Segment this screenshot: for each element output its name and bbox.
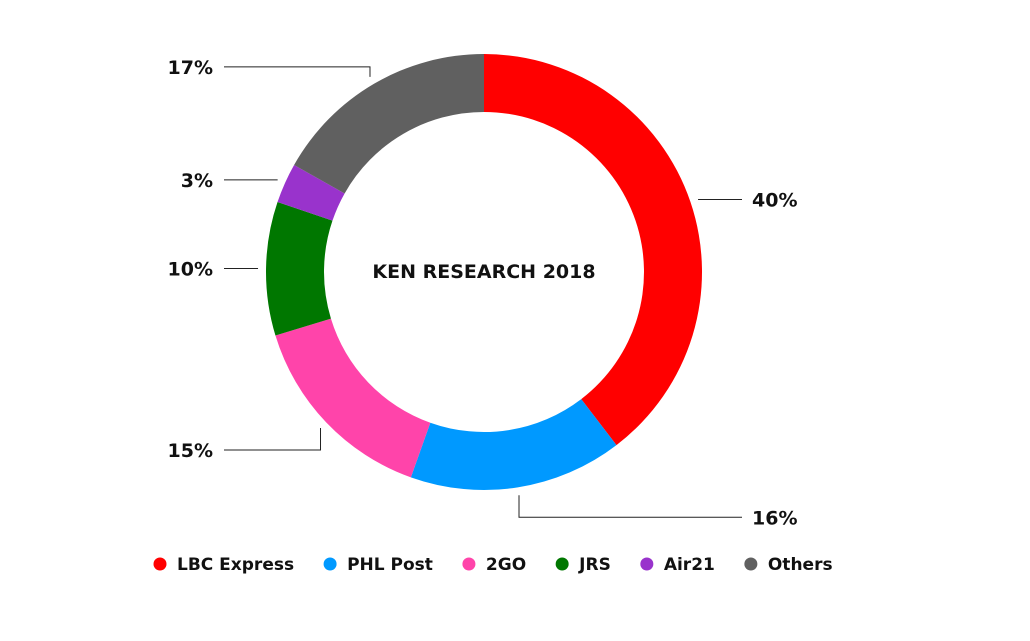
legend-item-jrs: JRS xyxy=(555,555,611,575)
legend-item-phl-post: PHL Post xyxy=(323,555,433,575)
slice-air21 xyxy=(277,164,345,221)
slice-2go xyxy=(275,318,431,478)
legend-swatch-lbc-express xyxy=(153,557,167,571)
legend-label-jrs: JRS xyxy=(578,555,611,575)
leader-line-others xyxy=(224,66,371,77)
legend-swatch-phl-post xyxy=(323,557,337,571)
pct-label-others: 17% xyxy=(168,57,213,79)
legend-label-lbc-express: LBC Express xyxy=(177,555,294,575)
pct-label-lbc-express: 40% xyxy=(752,189,797,211)
legend-item-lbc-express: LBC Express xyxy=(153,555,294,575)
slice-jrs xyxy=(265,202,333,336)
pct-label-phl-post: 16% xyxy=(752,507,797,529)
legend-label-others: Others xyxy=(768,555,833,575)
legend-item-others: Others xyxy=(744,555,833,575)
percentage-labels: 40% 16% 15% 10% 3% 17% xyxy=(168,57,798,529)
legend-item-2go: 2GO xyxy=(462,555,526,575)
chart-title: KEN RESEARCH 2018 xyxy=(372,261,595,283)
pct-label-air21: 3% xyxy=(181,170,213,192)
leader-lines xyxy=(224,66,742,518)
legend-item-air21: Air21 xyxy=(640,555,715,575)
donut-slices xyxy=(265,54,702,490)
pct-label-2go: 15% xyxy=(168,440,213,462)
leader-line-2go xyxy=(224,428,322,451)
legend-swatch-air21 xyxy=(640,557,654,571)
legend-label-phl-post: PHL Post xyxy=(347,555,433,575)
legend: LBC Express PHL Post 2GO JRS Air21 Others xyxy=(153,555,833,575)
slice-lbc-express xyxy=(484,54,702,446)
legend-label-air21: Air21 xyxy=(664,555,715,575)
pct-label-jrs: 10% xyxy=(168,258,213,280)
legend-swatch-2go xyxy=(462,557,476,571)
slice-others xyxy=(294,54,484,194)
slice-phl-post xyxy=(410,399,617,490)
legend-swatch-jrs xyxy=(555,557,569,571)
legend-label-2go: 2GO xyxy=(486,555,526,575)
legend-swatch-others xyxy=(744,557,758,571)
leader-line-phl-post xyxy=(518,495,742,518)
